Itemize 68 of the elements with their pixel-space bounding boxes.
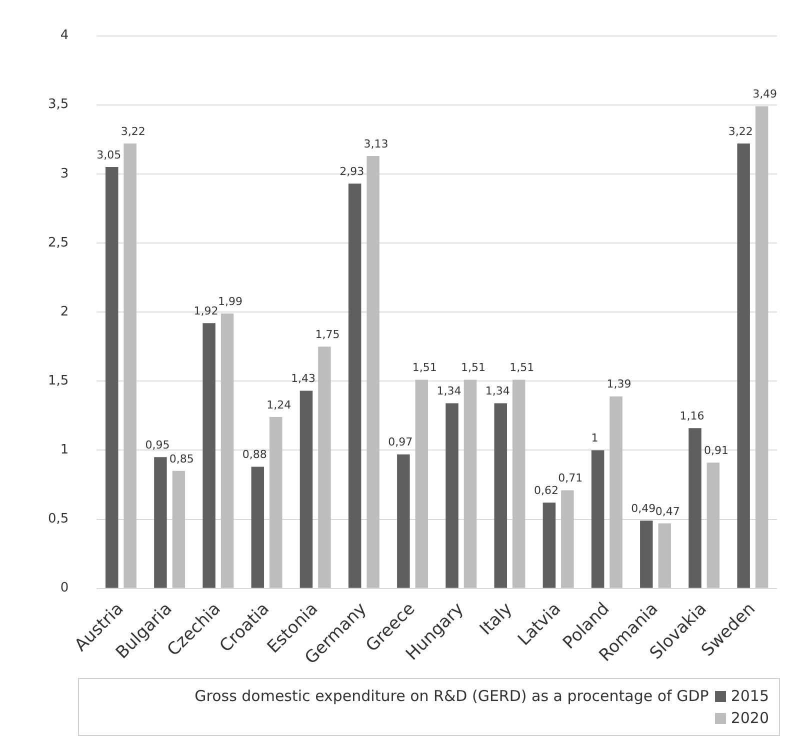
data-label: 1,43 (290, 372, 316, 386)
y-tick-label: 3 (60, 166, 69, 182)
data-label: 0,88 (242, 448, 267, 462)
y-tick-label: 1 (60, 442, 69, 458)
data-label: 0,62 (534, 484, 558, 498)
bar (610, 396, 622, 588)
y-tick-label: 2 (60, 304, 69, 320)
data-label: 3,22 (728, 124, 753, 138)
data-label: 0,95 (145, 438, 170, 452)
data-label: 1 (591, 432, 598, 445)
bar (591, 450, 604, 588)
data-label: 3,13 (364, 137, 388, 150)
data-label: 1,39 (606, 378, 632, 391)
bar (318, 346, 331, 588)
legend-label: 2020 (730, 709, 769, 727)
y-tick-label: 1,5 (48, 374, 69, 389)
y-tick-label: 2,5 (48, 235, 69, 250)
data-label: 1,99 (218, 294, 243, 308)
data-label: 0,71 (558, 472, 583, 485)
data-label: 1,34 (485, 384, 510, 398)
bar (202, 323, 216, 588)
y-tick-label: 0,5 (48, 512, 69, 527)
data-label: 0,47 (655, 504, 680, 518)
bar (542, 502, 556, 588)
bar (706, 462, 720, 588)
y-tick-label: 0 (60, 580, 69, 596)
bar (251, 466, 264, 588)
bar (561, 490, 574, 588)
bar (737, 144, 750, 588)
data-label: 1,92 (194, 304, 218, 318)
bar (124, 144, 136, 588)
bar (220, 313, 234, 588)
bar (366, 156, 380, 588)
data-label: 3,05 (96, 148, 122, 162)
bar (658, 523, 672, 588)
data-label: 3,49 (752, 88, 778, 101)
bar (688, 428, 702, 588)
data-label: 0,91 (704, 444, 728, 457)
data-label: 1,16 (680, 409, 704, 422)
data-label: 1,51 (460, 361, 486, 374)
data-label: 1,24 (266, 398, 292, 412)
data-label: 2,93 (340, 164, 364, 178)
data-label: 3,22 (120, 124, 146, 138)
bar (172, 470, 186, 588)
bar (512, 380, 526, 588)
data-label: 0,97 (388, 436, 413, 449)
bar (154, 457, 167, 588)
bar (269, 417, 282, 588)
bar (397, 454, 410, 588)
bar (105, 167, 118, 588)
legend-title: Gross domestic expenditure on R&D (GERD) as a procentage of GDP (194, 687, 709, 705)
y-tick-label: 4 (60, 28, 69, 44)
bar (464, 380, 477, 588)
bar (755, 106, 768, 588)
bar (415, 380, 428, 588)
data-label: 1,34 (436, 384, 462, 398)
bar (446, 403, 458, 588)
data-label: 0,85 (169, 452, 194, 466)
bar (300, 390, 313, 588)
bar (494, 403, 507, 588)
bar (640, 520, 653, 588)
bar (348, 184, 362, 588)
data-label: 1,75 (315, 328, 340, 341)
y-tick-label: 3,5 (48, 97, 69, 112)
data-label: 1,51 (510, 361, 534, 374)
data-label: 0,49 (631, 502, 656, 515)
legend-label: 2015 (730, 687, 769, 705)
data-label: 1,51 (412, 361, 437, 374)
